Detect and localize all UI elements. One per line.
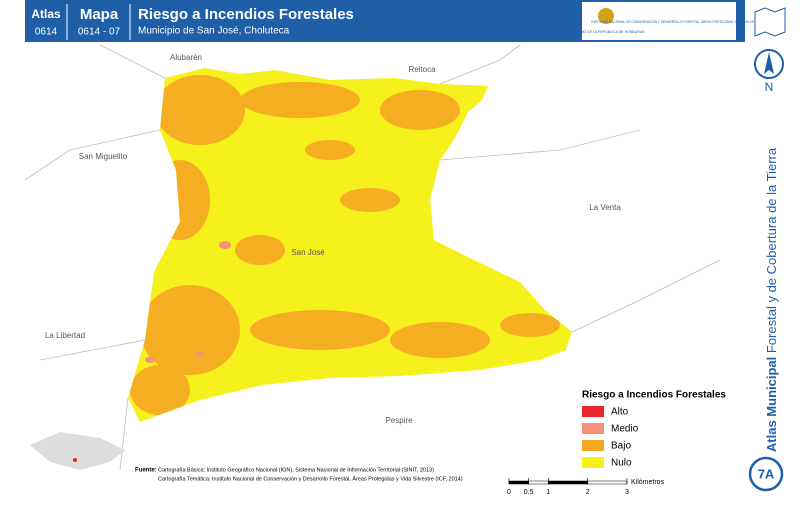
legend: Alto Medio Bajo Nulo [582,406,639,469]
place-label: San José [291,248,325,257]
map-title: Riesgo a Incendios Forestales [138,6,354,23]
side-title-rest: Forestal y de Cobertura de la Tierra [764,147,779,353]
scale-segment [548,480,588,485]
municipality [128,68,572,422]
atlas-label: Atlas [31,7,61,21]
legend-swatch [582,457,604,468]
legend-swatch [582,423,604,434]
badge-label: 7A [758,466,775,481]
legend-label: Medio [611,424,639,435]
badge [748,456,784,492]
inset-map [30,432,125,470]
source-line: Cartografía Temática: Instituto Nacional… [158,475,463,482]
scale-segment [508,480,529,485]
scale-tick-label: 2 [586,489,590,496]
side-title-bold: Atlas Municipal [764,357,779,452]
scale-tick-label: 0.5 [524,489,534,496]
place-label: Reitoca [408,65,436,74]
logo-emblem [598,8,614,24]
source-line: Cartografía Básica: Instituto Geográfico… [158,467,434,473]
sources-label: Fuente: [135,468,157,474]
scale-unit: Kilómetros [631,479,665,486]
place-label: Alubarén [170,53,202,62]
north-label: N [765,80,774,94]
mapa-label: Mapa [80,6,119,23]
logo-left: GOBIERNO DE LA REPÚBLICA DE HONDURAS [567,30,645,34]
atlas-code: 0614 [35,27,58,38]
boundaries [24,44,721,471]
mapa-code: 0614 - 07 [78,27,121,38]
place-label: San Miguelito [79,152,128,161]
scale-segment [528,480,549,485]
logo-right: INSTITUTO NACIONAL DE CONSERVACIÓN Y DES… [591,19,768,24]
legend-title: Riesgo a Incendios Forestales [582,390,726,401]
legend-swatch [582,406,604,417]
place-label: La Venta [589,203,621,212]
scale-segment [587,480,628,485]
legend-label: Alto [611,407,629,418]
legend-label: Nulo [611,458,632,469]
inset-location [73,458,77,462]
north-arrow [764,52,774,74]
legend-label: Bajo [611,441,631,452]
place-label: La Libertad [45,331,85,340]
place-label: Pespire [385,416,413,425]
map-subtitle: Municipio de San José, Choluteca [138,26,290,37]
scale-tick-label: 1 [546,489,550,496]
scale-tick-label: 0 [507,489,511,496]
scale-tick-label: 3 [625,489,629,496]
side-title: Atlas Municipal Forestal y de Cobertura … [764,147,779,452]
legend-swatch [582,440,604,451]
book-icon [754,7,786,37]
